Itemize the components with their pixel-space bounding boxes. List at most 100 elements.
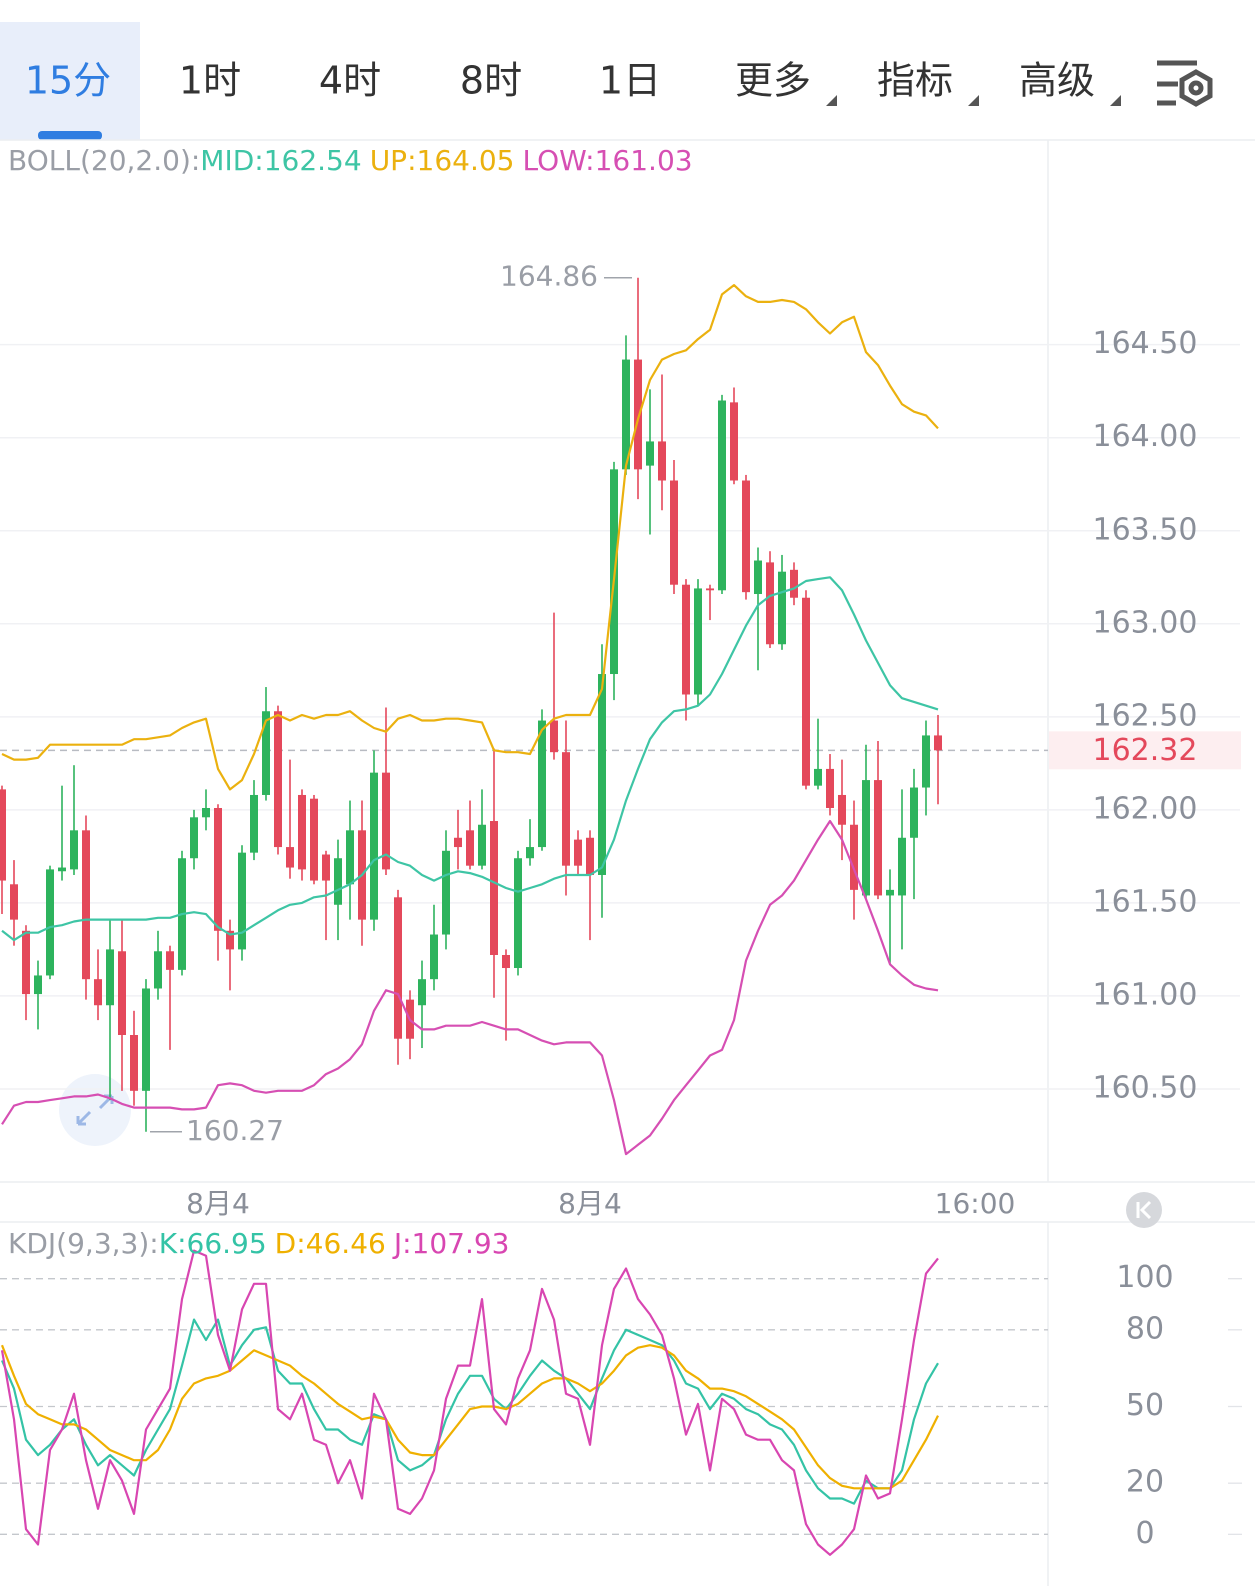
x-tick-label: 16:00 bbox=[935, 1187, 1016, 1220]
candle-body bbox=[478, 824, 486, 866]
legend-entry: J:107.93 bbox=[392, 1227, 510, 1260]
candle-body bbox=[106, 949, 114, 1006]
candle-body bbox=[598, 674, 606, 875]
legend-entry: UP:164.05 bbox=[370, 144, 515, 177]
y-tick-label: 161.00 bbox=[1093, 977, 1198, 1012]
zoom-icon[interactable] bbox=[59, 1074, 131, 1146]
candle-body bbox=[910, 787, 918, 838]
candle-body bbox=[802, 597, 810, 786]
candle-body bbox=[754, 560, 762, 595]
y-tick-label: 100 bbox=[1116, 1260, 1173, 1295]
candle-body bbox=[166, 951, 174, 970]
candle-body bbox=[886, 889, 894, 896]
indicator-legend: KDJ(9,3,3):K:66.95 D:46.46 J:107.93 bbox=[8, 1227, 510, 1260]
candle-body bbox=[766, 562, 774, 645]
candle-body bbox=[682, 584, 690, 695]
indicator-line bbox=[0, 1318, 939, 1505]
candle-body bbox=[874, 780, 882, 896]
candle-body bbox=[382, 772, 390, 870]
candle-body bbox=[934, 735, 942, 751]
zoom-icon-bg bbox=[59, 1074, 131, 1146]
candle-body bbox=[262, 711, 270, 795]
candle-body bbox=[238, 852, 246, 950]
candle-body bbox=[502, 954, 510, 969]
y-tick-label: 20 bbox=[1126, 1465, 1164, 1500]
candle-body bbox=[646, 441, 654, 466]
y-tick-label: 80 bbox=[1126, 1311, 1164, 1346]
candle-body bbox=[862, 780, 870, 896]
candle-body bbox=[454, 837, 462, 848]
zoom-arrows bbox=[76, 1094, 114, 1126]
candle-body bbox=[658, 441, 666, 481]
candle-body bbox=[430, 934, 438, 980]
y-tick-label: 162.50 bbox=[1093, 698, 1198, 733]
candle-body bbox=[850, 824, 858, 890]
y-tick-label: 163.50 bbox=[1093, 512, 1198, 547]
tab[interactable]: 15分 bbox=[25, 59, 111, 103]
candle-body bbox=[22, 930, 30, 995]
scroll-latest-button[interactable] bbox=[1126, 1192, 1162, 1228]
candle-body bbox=[10, 884, 18, 920]
candle-body bbox=[46, 869, 54, 976]
candle-body bbox=[670, 480, 678, 585]
x-tick-label: 8月4 bbox=[558, 1187, 622, 1220]
tab[interactable]: 高级 bbox=[1019, 59, 1095, 103]
indicator-line bbox=[1, 284, 939, 791]
y-tick-label: 162.00 bbox=[1093, 791, 1198, 826]
tab[interactable]: 1时 bbox=[179, 59, 241, 103]
candle-body bbox=[742, 480, 750, 593]
indicator-legend: BOLL(20,2.0):MID:162.54 UP:164.05 LOW:161.… bbox=[8, 144, 693, 177]
icon-gear-hole bbox=[1188, 80, 1204, 96]
candle-body bbox=[814, 768, 822, 786]
candle-body bbox=[562, 752, 570, 866]
y-tick-label: 161.50 bbox=[1093, 884, 1198, 919]
candle-body bbox=[466, 830, 474, 866]
candle-body bbox=[706, 588, 714, 591]
indicator-label: BOLL(20,2.0): bbox=[8, 144, 200, 177]
y-tick-label: 163.00 bbox=[1093, 605, 1198, 640]
candle-body bbox=[214, 807, 222, 931]
candle-body bbox=[514, 858, 522, 969]
x-tick-label: 8月4 bbox=[186, 1187, 250, 1220]
legend-entry: LOW:161.03 bbox=[522, 144, 692, 177]
candle-body bbox=[574, 839, 582, 866]
candle-body bbox=[130, 1035, 138, 1091]
candle-body bbox=[82, 830, 90, 980]
candle-body bbox=[94, 979, 102, 1006]
candle-body bbox=[310, 798, 318, 881]
y-tick-label: 164.50 bbox=[1093, 326, 1198, 361]
active-tab-indicator bbox=[38, 131, 102, 140]
candle-body bbox=[838, 794, 846, 825]
button-glyph bbox=[1136, 1200, 1152, 1220]
candle-body bbox=[586, 837, 594, 875]
tab[interactable]: 指标 bbox=[877, 59, 953, 103]
candle-body bbox=[634, 359, 642, 470]
icon-gear bbox=[1179, 69, 1213, 107]
candle-body bbox=[70, 830, 78, 870]
legend-entry: K:66.95 bbox=[159, 1227, 267, 1260]
min-label: 160.27 bbox=[186, 1114, 284, 1147]
candle-body bbox=[394, 897, 402, 1039]
candle-body bbox=[694, 588, 702, 695]
tab[interactable]: 8时 bbox=[460, 59, 522, 103]
settings-icon[interactable] bbox=[1157, 60, 1213, 107]
candle-body bbox=[922, 735, 930, 788]
candle-body bbox=[298, 794, 306, 870]
tab[interactable]: 1日 bbox=[599, 59, 661, 103]
tab[interactable]: 4时 bbox=[319, 59, 381, 103]
candle-body bbox=[34, 975, 42, 995]
active-tab-bg bbox=[0, 22, 140, 140]
candle-body bbox=[526, 847, 534, 859]
candle-body bbox=[118, 951, 126, 1036]
candle-body bbox=[370, 772, 378, 920]
candle-body bbox=[898, 837, 906, 896]
candle-body bbox=[622, 359, 630, 470]
tab[interactable]: 更多 bbox=[735, 59, 811, 103]
candle-body bbox=[226, 930, 234, 950]
y-tick-label: 160.50 bbox=[1093, 1070, 1198, 1105]
candle-body bbox=[790, 569, 798, 598]
candle-body bbox=[322, 854, 330, 881]
